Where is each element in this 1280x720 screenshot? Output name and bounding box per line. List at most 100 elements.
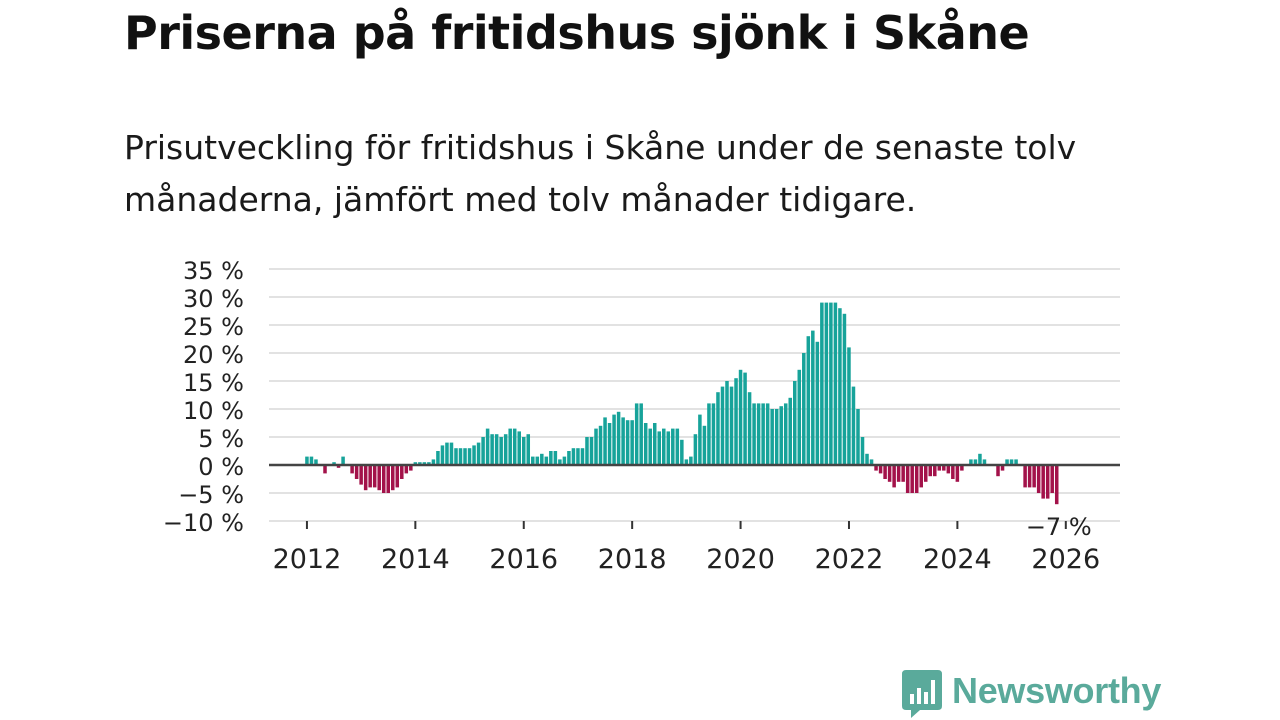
bar bbox=[526, 434, 531, 465]
bar bbox=[887, 465, 892, 482]
bar bbox=[404, 465, 409, 474]
bar bbox=[630, 420, 634, 465]
bar bbox=[896, 465, 901, 482]
bar bbox=[1023, 465, 1027, 488]
bar bbox=[648, 428, 652, 465]
bar bbox=[535, 456, 540, 465]
x-tick-label: 2012 bbox=[273, 544, 342, 575]
chart-subtitle: Prisutveckling för fritidshus i Skåne un… bbox=[124, 128, 1077, 219]
axes: 35 %30 %25 %20 %15 %10 %5 %0 %−5 %−10 % 2… bbox=[163, 257, 1120, 575]
x-tick-label: 2014 bbox=[381, 544, 450, 575]
bar bbox=[499, 437, 503, 465]
bar bbox=[490, 434, 494, 465]
bar bbox=[454, 448, 458, 465]
bar bbox=[833, 302, 838, 465]
bar bbox=[508, 428, 512, 465]
bar bbox=[1009, 459, 1014, 465]
bar bbox=[892, 465, 896, 488]
bar bbox=[612, 414, 616, 465]
bar bbox=[314, 459, 318, 465]
bar bbox=[621, 417, 625, 465]
y-tick-label: −5 % bbox=[178, 481, 244, 509]
bar bbox=[779, 406, 783, 465]
x-tick-label: 2020 bbox=[706, 544, 775, 575]
bar bbox=[969, 459, 973, 465]
bar bbox=[671, 428, 675, 465]
bar bbox=[910, 465, 914, 493]
bar bbox=[386, 465, 390, 493]
bar bbox=[960, 465, 964, 471]
bar bbox=[598, 425, 603, 465]
bar bbox=[865, 453, 869, 465]
x-tick-label: 2018 bbox=[598, 544, 667, 575]
bar bbox=[860, 437, 865, 465]
bar bbox=[919, 465, 923, 488]
bar bbox=[878, 465, 883, 474]
bar bbox=[743, 372, 747, 465]
bar bbox=[652, 423, 657, 465]
bar bbox=[973, 459, 978, 465]
bar bbox=[933, 465, 937, 477]
bar bbox=[815, 341, 820, 465]
bar bbox=[391, 465, 395, 491]
x-tick-label: 2024 bbox=[923, 544, 992, 575]
y-tick-label: 20 % bbox=[183, 341, 244, 369]
bar bbox=[820, 302, 824, 465]
bar bbox=[937, 465, 942, 471]
bar bbox=[797, 369, 802, 465]
bar bbox=[747, 392, 752, 465]
bar bbox=[332, 462, 336, 465]
bar bbox=[662, 428, 666, 465]
bar bbox=[377, 465, 381, 491]
bar bbox=[905, 465, 910, 493]
bar bbox=[901, 465, 905, 482]
bar bbox=[720, 386, 725, 465]
last-value-label: −7 % bbox=[1026, 513, 1092, 541]
bar bbox=[824, 302, 829, 465]
bar bbox=[951, 465, 955, 479]
bar bbox=[422, 462, 427, 465]
bar bbox=[589, 437, 594, 465]
bar bbox=[1054, 465, 1059, 505]
bar bbox=[802, 353, 806, 465]
y-tick-label: 30 % bbox=[183, 285, 244, 313]
bar bbox=[761, 403, 765, 465]
bar bbox=[607, 423, 612, 465]
bar bbox=[725, 381, 729, 465]
bar bbox=[368, 465, 372, 488]
bar bbox=[309, 456, 314, 465]
bar bbox=[359, 465, 363, 485]
bar bbox=[811, 330, 815, 465]
bar bbox=[1041, 465, 1045, 499]
bar bbox=[431, 459, 436, 465]
bar bbox=[702, 425, 707, 465]
bar bbox=[544, 456, 549, 465]
bar bbox=[856, 409, 860, 465]
bar bbox=[445, 442, 449, 465]
bar bbox=[381, 465, 386, 493]
bar bbox=[341, 456, 345, 465]
bar bbox=[978, 453, 982, 465]
bar bbox=[639, 403, 643, 465]
bar bbox=[585, 437, 589, 465]
bar bbox=[942, 465, 946, 471]
bar bbox=[567, 451, 571, 465]
bar bbox=[485, 428, 490, 465]
bar bbox=[494, 434, 499, 465]
bar bbox=[350, 465, 354, 474]
bar bbox=[928, 465, 933, 477]
bar bbox=[770, 409, 774, 465]
bar bbox=[472, 445, 476, 465]
bar bbox=[738, 369, 743, 465]
bar bbox=[1014, 459, 1018, 465]
bar bbox=[549, 451, 553, 465]
brand-logo: Newsworthy bbox=[902, 670, 1161, 720]
bar bbox=[427, 462, 431, 465]
bar bbox=[707, 403, 711, 465]
bar-chart: 35 %30 %25 %20 %15 %10 %5 %0 %−5 %−10 % 2… bbox=[163, 257, 1120, 575]
bar bbox=[634, 403, 639, 465]
bar bbox=[363, 465, 368, 491]
bar bbox=[829, 302, 833, 465]
bar bbox=[553, 451, 558, 465]
bar bbox=[400, 465, 404, 479]
